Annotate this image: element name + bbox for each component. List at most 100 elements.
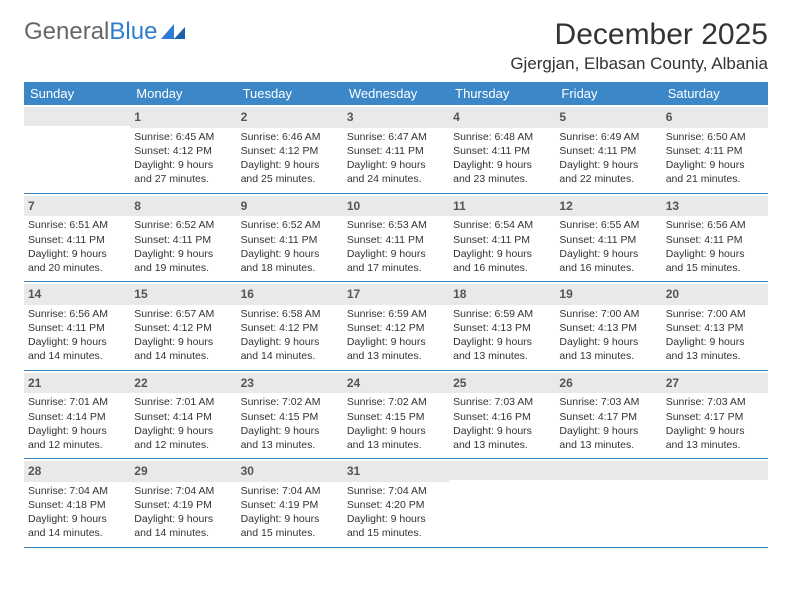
daylight-line: Daylight: 9 hours and 22 minutes.	[559, 158, 657, 186]
day-number: 26	[559, 376, 572, 390]
week-row: 21Sunrise: 7:01 AMSunset: 4:14 PMDayligh…	[24, 371, 768, 460]
daynum-row: 18	[449, 284, 555, 305]
daylight-line: Daylight: 9 hours and 13 minutes.	[666, 424, 764, 452]
day-number: 22	[134, 376, 147, 390]
sunset-line: Sunset: 4:13 PM	[453, 321, 551, 335]
sunrise-line: Sunrise: 7:04 AM	[134, 484, 232, 498]
daynum-row: 8	[130, 196, 236, 217]
sunrise-line: Sunrise: 7:03 AM	[559, 395, 657, 409]
sunset-line: Sunset: 4:19 PM	[241, 498, 339, 512]
day-number: 13	[666, 199, 679, 213]
daylight-line: Daylight: 9 hours and 12 minutes.	[28, 424, 126, 452]
dayhead-sat: Saturday	[662, 82, 768, 105]
location-text: Gjergjan, Elbasan County, Albania	[510, 54, 768, 74]
day-number: 25	[453, 376, 466, 390]
day-number: 14	[28, 287, 41, 301]
day-cell: 3Sunrise: 6:47 AMSunset: 4:11 PMDaylight…	[343, 105, 449, 193]
sunrise-line: Sunrise: 7:02 AM	[241, 395, 339, 409]
daylight-line: Daylight: 9 hours and 17 minutes.	[347, 247, 445, 275]
daynum-row: 11	[449, 196, 555, 217]
daylight-line: Daylight: 9 hours and 27 minutes.	[134, 158, 232, 186]
daylight-line: Daylight: 9 hours and 16 minutes.	[453, 247, 551, 275]
daynum-row: 16	[237, 284, 343, 305]
day-number: 30	[241, 464, 254, 478]
sunrise-line: Sunrise: 7:02 AM	[347, 395, 445, 409]
empty-cell	[24, 105, 130, 193]
day-cell: 21Sunrise: 7:01 AMSunset: 4:14 PMDayligh…	[24, 371, 130, 459]
dayhead-thu: Thursday	[449, 82, 555, 105]
daylight-line: Daylight: 9 hours and 16 minutes.	[559, 247, 657, 275]
day-number: 16	[241, 287, 254, 301]
day-cell: 1Sunrise: 6:45 AMSunset: 4:12 PMDaylight…	[130, 105, 236, 193]
day-cell: 12Sunrise: 6:55 AMSunset: 4:11 PMDayligh…	[555, 194, 661, 282]
daynum-row: 25	[449, 373, 555, 394]
daylight-line: Daylight: 9 hours and 14 minutes.	[134, 335, 232, 363]
day-number: 7	[28, 199, 35, 213]
sunset-line: Sunset: 4:11 PM	[559, 233, 657, 247]
day-number: 20	[666, 287, 679, 301]
sunrise-line: Sunrise: 6:55 AM	[559, 218, 657, 232]
sunrise-line: Sunrise: 6:52 AM	[134, 218, 232, 232]
day-number: 10	[347, 199, 360, 213]
brand-part2: Blue	[109, 18, 157, 46]
day-cell: 7Sunrise: 6:51 AMSunset: 4:11 PMDaylight…	[24, 194, 130, 282]
sunset-line: Sunset: 4:12 PM	[241, 321, 339, 335]
day-cell: 28Sunrise: 7:04 AMSunset: 4:18 PMDayligh…	[24, 459, 130, 547]
day-number: 15	[134, 287, 147, 301]
day-number: 17	[347, 287, 360, 301]
daynum-row: 23	[237, 373, 343, 394]
day-number: 2	[241, 110, 248, 124]
calendar: Sunday Monday Tuesday Wednesday Thursday…	[24, 82, 768, 548]
day-number: 1	[134, 110, 141, 124]
sunrise-line: Sunrise: 6:52 AM	[241, 218, 339, 232]
daylight-line: Daylight: 9 hours and 18 minutes.	[241, 247, 339, 275]
day-cell: 6Sunrise: 6:50 AMSunset: 4:11 PMDaylight…	[662, 105, 768, 193]
daynum-row: 1	[130, 107, 236, 128]
sunrise-line: Sunrise: 7:04 AM	[28, 484, 126, 498]
week-row: 28Sunrise: 7:04 AMSunset: 4:18 PMDayligh…	[24, 459, 768, 548]
sunset-line: Sunset: 4:11 PM	[134, 233, 232, 247]
sunset-line: Sunset: 4:12 PM	[347, 321, 445, 335]
sunrise-line: Sunrise: 6:45 AM	[134, 130, 232, 144]
daylight-line: Daylight: 9 hours and 19 minutes.	[134, 247, 232, 275]
day-cell: 20Sunrise: 7:00 AMSunset: 4:13 PMDayligh…	[662, 282, 768, 370]
daynum-row: 10	[343, 196, 449, 217]
sunset-line: Sunset: 4:16 PM	[453, 410, 551, 424]
daynum-row: 17	[343, 284, 449, 305]
daylight-line: Daylight: 9 hours and 15 minutes.	[241, 512, 339, 540]
sunset-line: Sunset: 4:11 PM	[666, 233, 764, 247]
day-cell: 27Sunrise: 7:03 AMSunset: 4:17 PMDayligh…	[662, 371, 768, 459]
dayhead-wed: Wednesday	[343, 82, 449, 105]
daylight-line: Daylight: 9 hours and 24 minutes.	[347, 158, 445, 186]
daynum-row: 3	[343, 107, 449, 128]
daylight-line: Daylight: 9 hours and 13 minutes.	[347, 335, 445, 363]
sunrise-line: Sunrise: 6:56 AM	[666, 218, 764, 232]
daynum-row: 20	[662, 284, 768, 305]
sunrise-line: Sunrise: 6:51 AM	[28, 218, 126, 232]
day-cell: 15Sunrise: 6:57 AMSunset: 4:12 PMDayligh…	[130, 282, 236, 370]
daylight-line: Daylight: 9 hours and 13 minutes.	[559, 424, 657, 452]
dayhead-fri: Friday	[555, 82, 661, 105]
sunrise-line: Sunrise: 6:57 AM	[134, 307, 232, 321]
daylight-line: Daylight: 9 hours and 14 minutes.	[28, 335, 126, 363]
daylight-line: Daylight: 9 hours and 14 minutes.	[134, 512, 232, 540]
daynum-row: 5	[555, 107, 661, 128]
day-number: 28	[28, 464, 41, 478]
daynum-row: 28	[24, 461, 130, 482]
sunset-line: Sunset: 4:15 PM	[241, 410, 339, 424]
sunset-line: Sunset: 4:13 PM	[559, 321, 657, 335]
sunset-line: Sunset: 4:12 PM	[241, 144, 339, 158]
daylight-line: Daylight: 9 hours and 13 minutes.	[559, 335, 657, 363]
sunrise-line: Sunrise: 7:01 AM	[134, 395, 232, 409]
daylight-line: Daylight: 9 hours and 14 minutes.	[28, 512, 126, 540]
day-number: 19	[559, 287, 572, 301]
daynum-row: 30	[237, 461, 343, 482]
sunset-line: Sunset: 4:11 PM	[453, 144, 551, 158]
day-cell: 8Sunrise: 6:52 AMSunset: 4:11 PMDaylight…	[130, 194, 236, 282]
day-cell: 13Sunrise: 6:56 AMSunset: 4:11 PMDayligh…	[662, 194, 768, 282]
daynum-row: 9	[237, 196, 343, 217]
day-cell: 4Sunrise: 6:48 AMSunset: 4:11 PMDaylight…	[449, 105, 555, 193]
daylight-line: Daylight: 9 hours and 14 minutes.	[241, 335, 339, 363]
day-number: 29	[134, 464, 147, 478]
daylight-line: Daylight: 9 hours and 13 minutes.	[241, 424, 339, 452]
